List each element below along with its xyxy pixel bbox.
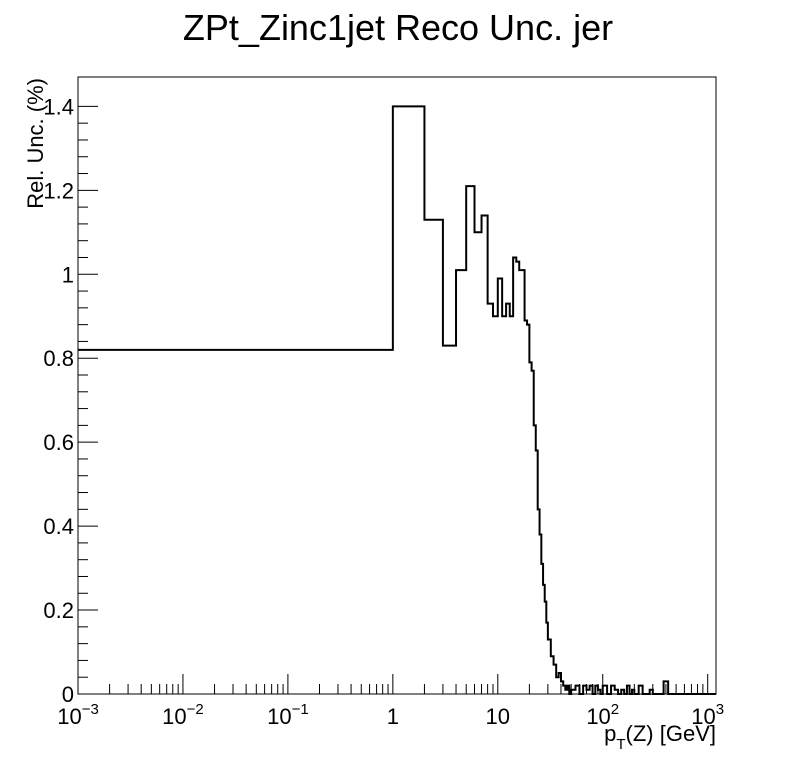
y-tick-label: 1.4 [43,94,74,119]
y-tick-label: 0.4 [43,514,74,539]
y-axis-label: Rel. Unc. (%) [23,78,48,209]
x-tick-label: 10−1 [267,701,309,729]
x-tick-label: 10−3 [57,701,99,729]
x-axis-label: pT(Z) [GeV] [604,721,716,753]
y-tick-label: 0 [62,682,74,707]
x-axis-label-rest: (Z) [GeV] [626,721,716,746]
x-axis-label-base: p [604,721,616,746]
x-tick-label: 10 [486,704,510,729]
y-tick-label: 0.6 [43,430,74,455]
y-tick-label: 1 [62,262,74,287]
x-tick-label: 102 [586,701,619,729]
x-tick-label: 10−2 [162,701,204,729]
x-axis-label-subscript: T [616,736,625,753]
y-tick-label: 1.2 [43,178,74,203]
y-axis: 0 0.2 0.4 0.6 0.8 1 1.2 1.4 [43,94,98,707]
x-tick-label: 1 [387,704,399,729]
plot-frame [77,76,717,695]
y-tick-label: 0.8 [43,346,74,371]
x-axis: 10−3 10−2 10−1 1 10 102 103 [57,674,724,729]
y-tick-label: 0.2 [43,598,74,623]
histogram-line [78,105,716,695]
chart-title: ZPt_Zinc1jet Reco Unc. jer [183,7,613,48]
x-tick-label: 103 [691,701,724,729]
